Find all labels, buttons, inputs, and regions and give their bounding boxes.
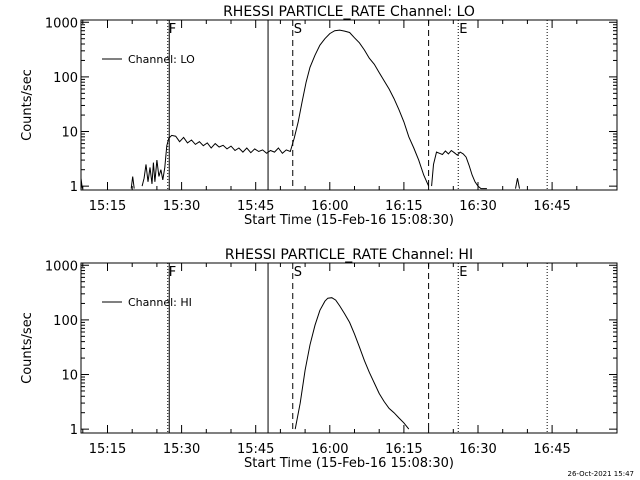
data-line-segment bbox=[130, 176, 135, 189]
lo-channel-panel: RHESSI PARTICLE_RATE Channel: LO 15:15 15:… bbox=[20, 4, 618, 228]
event-marker-label: F bbox=[169, 22, 176, 37]
plot-frame bbox=[80, 262, 618, 434]
data-line-segment bbox=[515, 178, 520, 189]
x-tick-label: 16:00 bbox=[311, 442, 348, 457]
data-line-segment bbox=[81, 176, 83, 189]
event-marker-label: E bbox=[459, 265, 467, 280]
x-tick-label: 15:45 bbox=[237, 199, 274, 214]
x-tick-label: 15:30 bbox=[163, 442, 200, 457]
x-tick-label: 15:15 bbox=[89, 442, 126, 457]
x-tick-label: 16:30 bbox=[459, 199, 496, 214]
event-marker-label: F bbox=[169, 265, 176, 280]
y-tick-label: 1 bbox=[70, 180, 78, 195]
y-tick-label: 1 bbox=[70, 423, 78, 438]
hi-channel-panel: RHESSI PARTICLE_RATE Channel: HI 15:15 15:… bbox=[20, 247, 618, 471]
legend-label: Channel: LO bbox=[128, 53, 195, 66]
y-tick-label: 100 bbox=[53, 71, 78, 86]
event-marker-label: S bbox=[294, 22, 302, 37]
x-tick-label: 15:30 bbox=[163, 199, 200, 214]
x-tick-label: 15:45 bbox=[237, 442, 274, 457]
x-tick-label: 16:30 bbox=[459, 442, 496, 457]
x-tick-label: 16:15 bbox=[385, 442, 422, 457]
y-axis-label: Counts/sec bbox=[20, 312, 35, 384]
data-line-segment bbox=[294, 297, 410, 430]
plot-frame bbox=[80, 19, 618, 191]
y-tick-label: 100 bbox=[53, 314, 78, 329]
x-axis-label: Start Time (15-Feb-16 15:08:30) bbox=[244, 456, 454, 471]
data-line-segment bbox=[141, 29, 430, 187]
print-timestamp: 26-Oct-2021 15:47 bbox=[567, 470, 634, 478]
y-tick-label: 1000 bbox=[45, 16, 78, 31]
y-tick-label: 10 bbox=[61, 126, 78, 141]
event-marker-label: S bbox=[294, 265, 302, 280]
chart-title: RHESSI PARTICLE_RATE Channel: LO bbox=[223, 4, 475, 20]
data-line-segment bbox=[431, 149, 487, 190]
event-marker-label: E bbox=[459, 22, 467, 37]
y-axis-label: Counts/sec bbox=[20, 69, 35, 141]
y-tick-label: 10 bbox=[61, 369, 78, 384]
x-tick-label: 15:15 bbox=[89, 199, 126, 214]
chart-title: RHESSI PARTICLE_RATE Channel: HI bbox=[225, 247, 473, 263]
x-tick-label: 16:45 bbox=[533, 199, 570, 214]
x-tick-label: 16:45 bbox=[533, 442, 570, 457]
y-tick-label: 1000 bbox=[45, 259, 78, 274]
x-tick-label: 16:00 bbox=[311, 199, 348, 214]
x-axis-label: Start Time (15-Feb-16 15:08:30) bbox=[244, 213, 454, 228]
legend-label: Channel: HI bbox=[128, 296, 192, 309]
x-tick-label: 16:15 bbox=[385, 199, 422, 214]
